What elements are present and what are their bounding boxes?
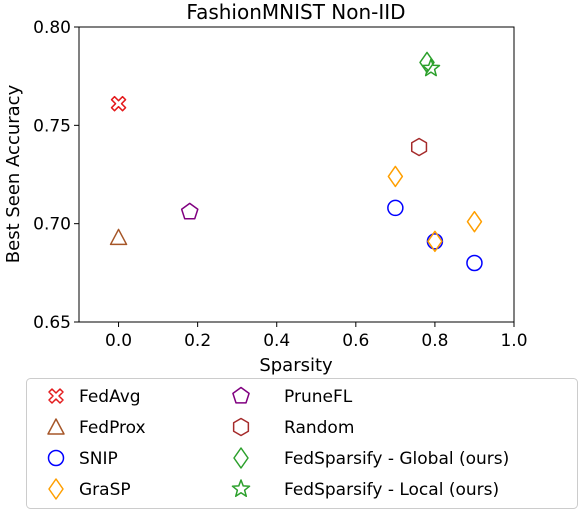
legend-marker	[232, 386, 250, 404]
data-point	[466, 254, 483, 272]
legend-label: Random	[284, 418, 354, 438]
legend: FedAvg FedProx SNIP GraSP PruneFL Random FedSp…	[26, 378, 578, 509]
data-point	[387, 165, 404, 188]
legend-label: FedAvg	[79, 387, 141, 407]
x-tick-label: 0.6	[342, 331, 369, 351]
data-points	[109, 51, 483, 272]
data-point	[427, 230, 443, 253]
data-point	[421, 58, 441, 77]
x-tick-label: 0.2	[184, 331, 211, 351]
y-tick-label: 0.75	[33, 116, 71, 136]
y-tick-label: 0.70	[33, 215, 71, 235]
y-tick-label: 0.80	[33, 18, 71, 38]
data-point	[466, 210, 483, 233]
data-point	[180, 202, 199, 220]
legend-marker	[231, 479, 251, 498]
chart-title: FashionMNIST Non-IID	[186, 0, 405, 24]
legend-frame	[26, 378, 578, 509]
legend-label: PruneFL	[284, 387, 353, 407]
legend-marker	[48, 388, 64, 404]
data-point	[110, 95, 127, 112]
y-tick-label: 0.65	[33, 313, 71, 333]
legend-marker	[48, 478, 64, 500]
x-axis-label: Sparsity	[259, 355, 333, 376]
legend-marker	[47, 449, 65, 467]
x-tick-label: 0.4	[263, 331, 290, 351]
legend-marker	[232, 417, 250, 437]
x-tick-label: 0.8	[421, 331, 448, 351]
data-point	[426, 233, 444, 250]
y-axis: 0.65 0.70 0.75 0.80	[33, 18, 79, 333]
data-point	[109, 228, 128, 246]
x-axis: 0.0 0.2 0.4 0.6 0.8 1.0	[105, 322, 528, 351]
legend-label: FedProx	[79, 418, 146, 438]
y-axis-label: Best Seen Accuracy	[3, 84, 24, 263]
plot-area	[78, 26, 515, 323]
legend-label: SNIP	[79, 449, 118, 469]
legend-marker	[47, 418, 65, 435]
legend-label: FedSparsify - Global (ours)	[284, 449, 509, 469]
legend-label: FedSparsify - Local (ours)	[284, 480, 499, 500]
x-tick-label: 1.0	[500, 331, 527, 351]
x-tick-label: 0.0	[105, 331, 132, 351]
legend-marker	[233, 447, 249, 469]
data-point	[387, 199, 404, 217]
legend-label: GraSP	[79, 480, 131, 500]
data-point	[410, 137, 428, 157]
plot-frame	[78, 26, 515, 323]
